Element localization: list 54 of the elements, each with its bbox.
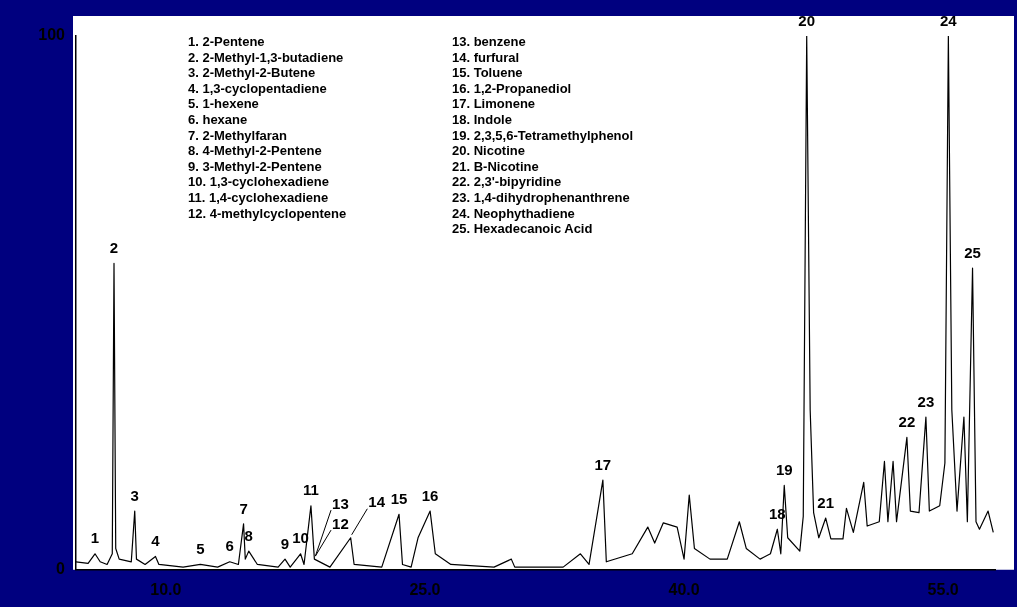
annotation: 13. benzene — [452, 34, 527, 50]
annotation: 15 — [390, 489, 408, 507]
annotation: 22. 2,3'-bipyridine — [452, 174, 563, 190]
annotation: 17 — [594, 455, 612, 473]
annotation: 12 — [332, 514, 349, 532]
annotation: 21. B-Nicotine — [452, 158, 540, 175]
annotation: 5 — [196, 540, 205, 558]
annotation: 14. furfural — [452, 49, 521, 66]
annotation: 25. Hexadecanoic Acid — [452, 221, 594, 237]
y-tick-label: 100 — [38, 26, 66, 44]
annotation: 8. 4-Methyl-2-Pentene — [188, 143, 323, 159]
annotation: 19. 2,3,5,6-Tetramethylphenol — [452, 127, 634, 144]
annotation: 10. 1,3-cyclohexadiene — [188, 174, 330, 190]
annotation: 25 — [964, 243, 981, 261]
annotation: 24 — [940, 11, 958, 29]
annotation: 7 — [239, 499, 248, 517]
x-tick-label: 10.0 — [150, 580, 182, 598]
annotation: 9. 3-Methyl-2-Pentene — [188, 158, 323, 175]
annotation: 9 — [280, 534, 290, 552]
annotation: 2. 2-Methyl-1,3-butadiene — [188, 49, 345, 66]
annotation: 24. Neophythadiene — [452, 205, 576, 222]
annotation: 4 — [151, 532, 161, 550]
annotation: 1 — [90, 529, 100, 547]
annotation: 11. 1,4-cyclohexadiene — [188, 189, 330, 206]
annotation: 3. 2-Methyl-2-Butene — [188, 65, 317, 81]
annotation: 12. 4-methylcyclopentene — [188, 205, 347, 222]
annotation: 19 — [775, 461, 793, 479]
annotation: 13 — [332, 494, 349, 512]
annotation: 7. 2-Methylfaran — [188, 127, 288, 144]
annotation: 23. 1,4-dihydrophenanthrene — [452, 189, 631, 206]
annotation: 4. 1,3-cyclopentadiene — [188, 80, 328, 97]
annotation: 1. 2-Pentene — [188, 34, 266, 50]
x-tick-label: 55.0 — [927, 580, 959, 598]
annotation: 2 — [109, 239, 119, 257]
annotation: 6. hexane — [188, 111, 249, 128]
annotation: 15. Toluene — [452, 65, 524, 81]
annotation: 17. Limonene — [452, 96, 537, 112]
annotation: 20 — [798, 11, 816, 29]
annotation: 11 — [303, 481, 319, 499]
x-tick-label: 40.0 — [668, 580, 700, 598]
annotation: 20. Nicotine — [452, 143, 526, 159]
annotation: 3 — [130, 486, 139, 504]
annotation: 22 — [898, 413, 916, 431]
annotation: 8 — [244, 526, 253, 544]
annotation: 18. Indole — [452, 111, 513, 128]
y-tick-label: 0 — [56, 560, 66, 578]
annotation: 16. 1,2-Propanediol — [452, 80, 573, 97]
annotation: 6 — [225, 537, 234, 555]
annotation: 14 — [368, 493, 386, 511]
annotation: 5. 1-hexene — [188, 96, 260, 112]
x-tick-label: 25.0 — [409, 580, 441, 598]
annotation: 21 — [817, 493, 835, 511]
annotation: 16 — [421, 486, 439, 504]
annotation: 23 — [917, 392, 935, 410]
